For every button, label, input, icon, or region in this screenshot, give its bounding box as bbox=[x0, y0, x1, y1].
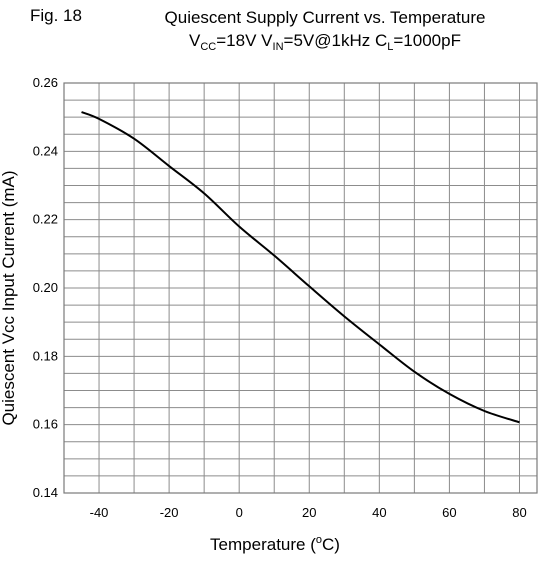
x-tick-label: 40 bbox=[372, 505, 386, 520]
x-tick-label: -20 bbox=[160, 505, 179, 520]
vin-value: =5V@1kHz bbox=[283, 31, 371, 50]
series-group bbox=[81, 111, 520, 424]
x-tick-label: 20 bbox=[302, 505, 316, 520]
tick-labels: -40 -20 0 20 40 60 80 0.14 0.16 0.18 0.20 0.22 0.24 0… bbox=[33, 75, 527, 520]
x-axis-label: Temperature (oC) bbox=[0, 534, 550, 555]
chart-title-block: Quiescent Supply Current vs. Temperature… bbox=[110, 6, 540, 55]
y-tick-label: 0.26 bbox=[33, 75, 58, 90]
chart-conditions: VCC=18V VIN=5V@1kHz CL=1000pF bbox=[110, 29, 540, 55]
cl-sub: L bbox=[387, 41, 394, 53]
x-tick-label: 80 bbox=[512, 505, 526, 520]
chart-title: Quiescent Supply Current vs. Temperature bbox=[164, 8, 486, 27]
vcc-sub: CC bbox=[200, 41, 217, 53]
x-axis-label-sup: o bbox=[315, 534, 322, 546]
x-axis-label-suffix: C) bbox=[322, 535, 340, 554]
data-line bbox=[81, 111, 520, 424]
vcc-value: =18V bbox=[216, 31, 257, 50]
x-tick-label: 0 bbox=[236, 505, 243, 520]
cl-prefix: C bbox=[374, 31, 388, 50]
x-tick-label: -40 bbox=[90, 505, 109, 520]
x-tick-label: 60 bbox=[442, 505, 456, 520]
y-tick-label: 0.18 bbox=[33, 348, 58, 363]
y-tick-label: 0.14 bbox=[33, 485, 58, 500]
plot-frame bbox=[63, 82, 538, 494]
y-tick-label: 0.22 bbox=[33, 212, 58, 227]
y-tick-label: 0.20 bbox=[33, 280, 58, 295]
figure-label: Fig. 18 bbox=[30, 6, 82, 25]
grid bbox=[63, 82, 538, 494]
y-tick-label: 0.24 bbox=[33, 143, 58, 158]
y-tick-label: 0.16 bbox=[33, 417, 58, 432]
vin-prefix: V bbox=[261, 31, 273, 50]
cl-value: =1000pF bbox=[393, 31, 461, 50]
x-axis-label-prefix: Temperature ( bbox=[210, 535, 316, 554]
vcc-prefix: V bbox=[189, 31, 201, 50]
y-axis-label: Quiescent Vcc Input Current (mA) bbox=[0, 170, 18, 425]
vin-sub: IN bbox=[272, 41, 284, 53]
